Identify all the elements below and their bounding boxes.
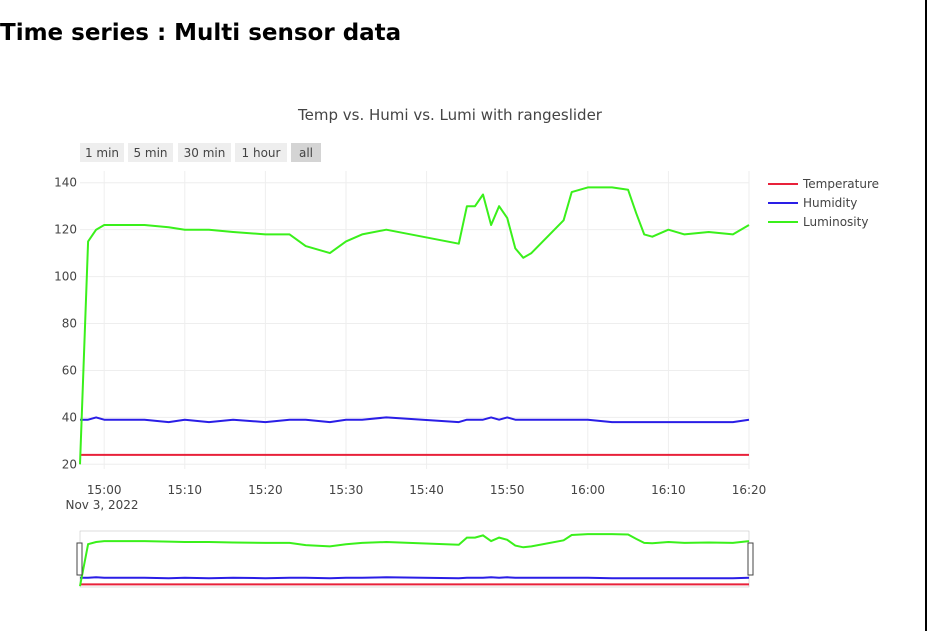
legend-item-humidity[interactable]: Humidity xyxy=(768,196,857,210)
y-tick-label: 100 xyxy=(54,270,77,284)
x-axis-date-label: Nov 3, 2022 xyxy=(65,498,138,512)
x-tick-label: 15:40 xyxy=(409,483,444,497)
y-tick-label: 120 xyxy=(54,223,77,237)
rangeslider-series-luminosity xyxy=(79,533,750,587)
plot-area[interactable] xyxy=(79,186,750,465)
range-button-label: 5 min xyxy=(133,146,167,160)
range-button-bg xyxy=(178,143,231,162)
grid xyxy=(80,171,750,469)
x-tick-label: 16:20 xyxy=(732,483,767,497)
legend-label: Humidity xyxy=(803,196,857,210)
range-button-1-min[interactable]: 1 min xyxy=(80,143,124,162)
range-button-bg xyxy=(128,143,173,162)
x-tick-label: 15:50 xyxy=(490,483,525,497)
x-axis: 15:00 15:10 15:20 15:30 15:40 15:50 16:00 16:10… xyxy=(87,483,766,497)
x-tick-label: 15:10 xyxy=(167,483,202,497)
range-button-label: 1 min xyxy=(85,146,119,160)
y-tick-label: 40 xyxy=(62,410,77,424)
range-button-bg xyxy=(80,143,124,162)
x-tick-label: 15:30 xyxy=(329,483,364,497)
y-axis: 20 40 60 80 100 120 140 xyxy=(54,176,77,472)
x-tick-label: 15:20 xyxy=(248,483,283,497)
right-border xyxy=(925,0,927,631)
range-button-5-min[interactable]: 5 min xyxy=(128,143,173,162)
legend-label: Temperature xyxy=(802,177,879,191)
range-button-bg xyxy=(235,143,287,162)
y-tick-label: 80 xyxy=(62,317,77,331)
range-button-label: 30 min xyxy=(184,146,226,160)
x-tick-label: 16:00 xyxy=(570,483,605,497)
y-tick-label: 140 xyxy=(54,176,77,190)
rangeslider[interactable] xyxy=(76,530,754,588)
chart-title: Temp vs. Humi vs. Lumi with rangeslider xyxy=(297,106,603,124)
range-button-all[interactable]: all xyxy=(291,143,321,162)
legend: Temperature Humidity Luminosity xyxy=(768,177,879,229)
x-tick-label: 16:10 xyxy=(651,483,686,497)
series-line-humidity xyxy=(80,416,750,424)
page-title: Time series : Multi sensor data xyxy=(0,20,402,46)
range-button-label: 1 hour xyxy=(242,146,281,160)
range-button-bg xyxy=(291,143,321,162)
y-tick-label: 60 xyxy=(62,363,77,377)
legend-label: Luminosity xyxy=(803,215,868,229)
rangeslider-left-handle[interactable] xyxy=(76,542,83,576)
range-button-1-hour[interactable]: 1 hour xyxy=(235,143,287,162)
rangeslider-series-humidity xyxy=(80,576,750,580)
legend-item-luminosity[interactable]: Luminosity xyxy=(768,215,868,229)
series-line-luminosity xyxy=(79,186,750,465)
range-button-label: all xyxy=(299,146,313,160)
range-selector: 1 min 5 min 30 min 1 hour all xyxy=(80,143,321,162)
y-tick-label: 20 xyxy=(62,457,77,471)
legend-item-temperature[interactable]: Temperature xyxy=(768,177,879,191)
x-tick-label: 15:00 xyxy=(87,483,122,497)
rangeslider-right-handle[interactable] xyxy=(747,542,754,576)
range-button-30-min[interactable]: 30 min xyxy=(178,143,231,162)
